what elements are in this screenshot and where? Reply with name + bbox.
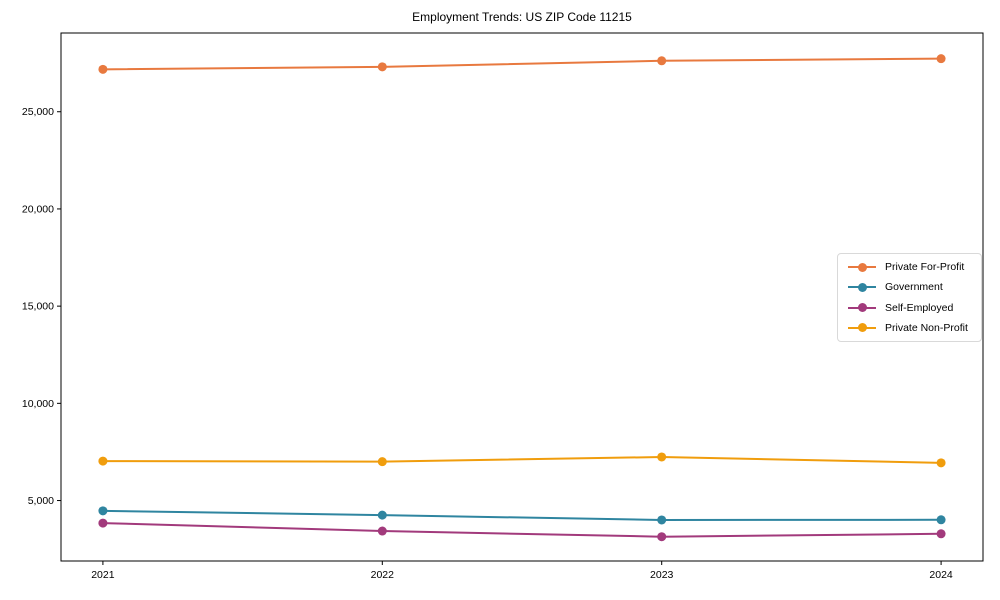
series-line-government [102, 509, 942, 521]
legend-item: Private Non-Profit [838, 318, 981, 338]
data-point-government [657, 515, 667, 525]
series-line-self-employed [102, 522, 942, 538]
data-point-government [98, 506, 108, 516]
data-point-government [377, 510, 387, 520]
series-line-private-for-profit [102, 57, 942, 71]
legend-item: Self-Employed [838, 298, 981, 318]
series-line-private-non-profit [102, 455, 942, 464]
legend-marker-icon [848, 323, 876, 333]
data-point-private-for-profit [657, 56, 667, 66]
data-point-private-for-profit [936, 54, 946, 64]
legend-label: Self-Employed [885, 301, 954, 314]
data-point-private-for-profit [98, 64, 108, 74]
y-tick-label: 20,000 [22, 203, 54, 215]
legend-marker-icon [848, 282, 876, 292]
x-tick-label: 2024 [929, 569, 953, 581]
legend-marker-icon [848, 262, 876, 272]
data-point-private-non-profit [98, 456, 108, 466]
data-point-private-non-profit [936, 458, 946, 468]
y-tick-label: 25,000 [22, 106, 54, 118]
legend-label: Private Non-Profit [885, 321, 968, 334]
data-point-private-for-profit [377, 62, 387, 72]
data-point-self-employed [377, 526, 387, 536]
data-point-self-employed [657, 532, 667, 542]
axes-spines [60, 32, 984, 562]
legend-label: Private For-Profit [885, 261, 965, 274]
data-point-private-non-profit [657, 452, 667, 462]
legend: Private For-Profit Government Self-Employe… [837, 253, 982, 342]
x-tick-label: 2021 [91, 569, 115, 581]
legend-label: Government [885, 281, 943, 294]
data-point-self-employed [936, 529, 946, 539]
x-tick-label: 2022 [371, 569, 395, 581]
legend-marker-icon [848, 303, 876, 313]
y-tick-label: 10,000 [22, 398, 54, 410]
y-tick-label: 15,000 [22, 301, 54, 313]
legend-item: Government [838, 277, 981, 297]
y-tick-label: 5,000 [28, 495, 54, 507]
data-point-self-employed [98, 518, 108, 528]
data-point-private-non-profit [377, 457, 387, 467]
data-point-government [936, 515, 946, 525]
chart-title: Employment Trends: US ZIP Code 11215 [412, 10, 632, 24]
x-tick-label: 2023 [650, 569, 674, 581]
legend-item: Private For-Profit [838, 257, 981, 277]
